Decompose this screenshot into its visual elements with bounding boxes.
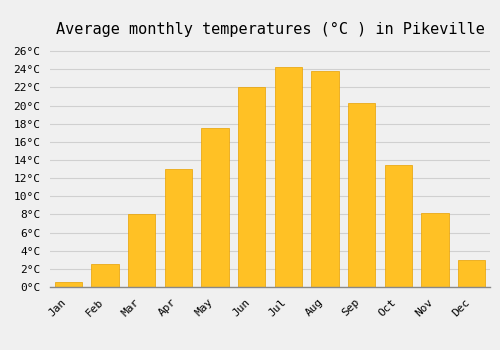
Bar [421, 212, 448, 287]
Bar [311, 71, 339, 287]
Bar [238, 88, 266, 287]
Bar [458, 260, 485, 287]
Bar [348, 103, 376, 287]
Bar [164, 169, 192, 287]
Bar [274, 68, 302, 287]
Bar [54, 282, 82, 287]
Title: Average monthly temperatures (°C ) in Pikeville: Average monthly temperatures (°C ) in Pi… [56, 22, 484, 37]
Bar [201, 128, 229, 287]
Bar [91, 264, 119, 287]
Bar [384, 164, 412, 287]
Bar [128, 215, 156, 287]
